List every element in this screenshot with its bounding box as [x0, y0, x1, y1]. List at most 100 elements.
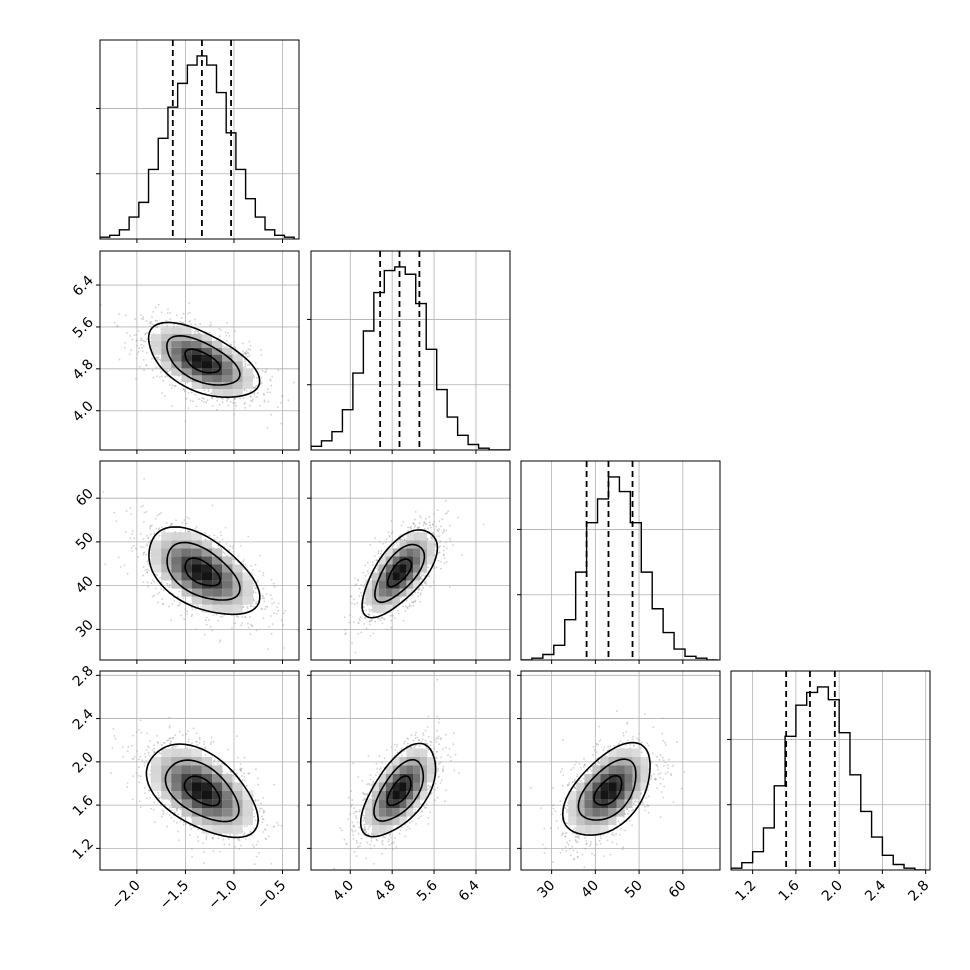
- scatter-point: [248, 354, 251, 357]
- scatter-point: [246, 784, 248, 787]
- scatter-point: [277, 406, 279, 409]
- scatter-point: [436, 529, 439, 532]
- density-cell: [161, 572, 172, 581]
- scatter-point: [369, 620, 371, 623]
- scatter-point: [244, 779, 246, 782]
- density-cell: [171, 368, 182, 376]
- scatter-point: [172, 747, 174, 749]
- scatter-point: [452, 544, 454, 546]
- scatter-point: [403, 538, 406, 540]
- scatter-point: [260, 354, 263, 356]
- scatter-point: [222, 551, 225, 553]
- scatter-point: [168, 369, 171, 372]
- contour-line: [166, 541, 241, 601]
- scatter-point: [391, 614, 393, 617]
- scatter-point: [233, 558, 236, 561]
- scatter-point: [149, 525, 152, 527]
- scatter-point: [245, 350, 248, 353]
- scatter-point: [149, 533, 152, 536]
- scatter-point: [178, 604, 181, 606]
- scatter-point: [194, 323, 197, 326]
- density-cell: [232, 596, 243, 605]
- scatter-point: [363, 605, 365, 608]
- scatter-point: [226, 322, 228, 324]
- scatter-point: [196, 743, 199, 746]
- scatter-point: [157, 742, 160, 744]
- density-cell: [181, 580, 192, 589]
- density-cell: [171, 347, 182, 355]
- scatter-point: [162, 379, 165, 382]
- scatter-point: [409, 605, 412, 608]
- scatter-point: [461, 554, 463, 556]
- scatter-point: [166, 375, 169, 378]
- scatter-point: [357, 579, 359, 582]
- density-cell: [420, 540, 427, 549]
- density-cell: [201, 334, 213, 341]
- scatter-point: [143, 340, 145, 343]
- scatter-point: [184, 420, 187, 423]
- scatter-point: [256, 384, 258, 387]
- density-cell: [406, 564, 414, 573]
- scatter-point: [433, 565, 436, 568]
- scatter-point: [266, 391, 269, 394]
- scatter-point: [146, 571, 149, 574]
- scatter-point: [135, 339, 138, 342]
- scatter-point: [154, 587, 157, 590]
- density-cell: [151, 540, 162, 549]
- density-cell: [201, 361, 213, 369]
- scatter-point: [141, 350, 144, 353]
- scatter-point: [197, 330, 199, 333]
- scatter-point: [273, 601, 276, 604]
- scatter-point: [252, 374, 255, 377]
- scatter-point: [390, 626, 393, 629]
- scatter-point: [146, 331, 149, 334]
- scatter-point: [440, 567, 442, 570]
- scatter-point: [392, 545, 395, 547]
- scatter-point: [232, 550, 235, 553]
- scatter-point: [273, 585, 276, 588]
- scatter-point: [412, 600, 415, 603]
- scatter-point: [407, 530, 410, 532]
- density-cell: [399, 564, 407, 573]
- scatter-point: [259, 349, 262, 351]
- marginal-panel-1: [307, 250, 511, 454]
- scatter-point: [140, 337, 143, 340]
- scatter-point: [267, 388, 269, 391]
- scatter-point: [250, 399, 252, 402]
- density-cell: [201, 382, 213, 389]
- density-cell: [161, 347, 172, 355]
- scatter-point: [447, 510, 450, 513]
- scatter-point: [148, 321, 151, 324]
- scatter-point: [146, 338, 148, 341]
- scatter-point: [364, 616, 366, 619]
- density-cell: [232, 389, 243, 396]
- scatter-point: [149, 340, 152, 343]
- scatter-point: [208, 534, 211, 537]
- scatter-point: [393, 543, 395, 546]
- scatter-point: [142, 566, 145, 568]
- scatter-point: [233, 413, 236, 416]
- density-cell: [406, 532, 414, 541]
- scatter-point: [188, 824, 191, 827]
- scatter-point: [377, 570, 379, 572]
- density-cell: [222, 604, 233, 613]
- density-cell: [181, 361, 192, 369]
- scatter-point: [269, 594, 272, 597]
- scatter-point: [178, 839, 180, 842]
- scatter-point: [251, 400, 254, 402]
- scatter-point: [209, 321, 212, 324]
- density-cell: [181, 588, 192, 597]
- scatter-point: [218, 540, 221, 543]
- scatter-point: [131, 758, 134, 760]
- density-cell: [161, 354, 172, 362]
- scatter-point: [358, 587, 361, 590]
- density-cell: [365, 596, 372, 605]
- scatter-point: [131, 744, 133, 747]
- scatter-point: [368, 623, 371, 626]
- scatter-point: [211, 405, 214, 407]
- scatter-point: [255, 855, 258, 858]
- scatter-point: [247, 535, 250, 538]
- scatter-point: [271, 597, 273, 600]
- scatter-point: [161, 603, 164, 605]
- scatter-point: [226, 397, 229, 400]
